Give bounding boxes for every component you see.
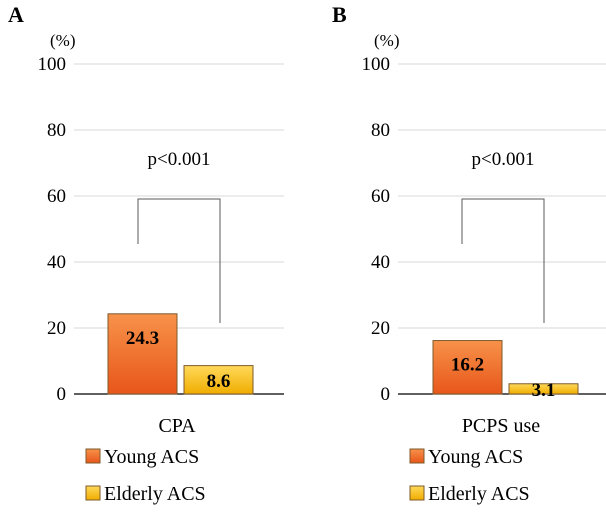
- panel-letter: A: [8, 2, 24, 27]
- bar-value-label: 8.6: [207, 371, 231, 392]
- y-tick-label: 60: [47, 186, 66, 207]
- bar-value-label: 16.2: [451, 355, 484, 376]
- panel-letter: B: [332, 2, 347, 27]
- y-tick-label: 100: [362, 54, 391, 75]
- significance-bracket: [137, 198, 221, 323]
- x-category-label: CPA: [158, 415, 196, 437]
- significance-bracket: [461, 198, 545, 323]
- legend-label-elderly: Elderly ACS: [428, 483, 530, 505]
- legend-swatch-young: [409, 448, 425, 464]
- bar-elderly: [183, 365, 254, 395]
- legend-label-young: Young ACS: [428, 446, 523, 468]
- p-value-annotation: p<0.001: [148, 149, 211, 170]
- y-unit-label: (%): [50, 31, 75, 50]
- legend-swatch-elderly: [409, 485, 425, 501]
- chart-panel-a: A (%) 0 20 40 60 80 100 24.3 8.6 p<0.001 CPA Young A…: [8, 2, 284, 505]
- legend-label-elderly: Elderly ACS: [104, 483, 206, 505]
- bar-young: [107, 313, 178, 395]
- y-unit-label: (%): [374, 31, 399, 50]
- legend-label-young: Young ACS: [104, 446, 199, 468]
- y-tick-label: 40: [371, 252, 390, 273]
- y-tick-label: 0: [381, 384, 391, 405]
- y-tick-label: 20: [371, 318, 390, 339]
- bar-young: [432, 340, 503, 395]
- p-value-annotation: p<0.001: [472, 149, 535, 170]
- bar-elderly: [508, 383, 579, 395]
- bar-value-label: 24.3: [126, 328, 159, 349]
- legend-swatch-young: [85, 448, 101, 464]
- x-category-label: PCPS use: [462, 415, 540, 437]
- chart-panel-b: B (%) 0 20 40 60 80 100 16.2 3.1 p<0.001 PCPS use Yo…: [332, 2, 606, 505]
- y-tick-label: 80: [371, 120, 390, 141]
- y-tick-label: 0: [57, 384, 67, 405]
- legend-swatch-elderly: [85, 485, 101, 501]
- bar-value-label: 3.1: [532, 380, 556, 401]
- y-tick-label: 60: [371, 186, 390, 207]
- y-tick-label: 20: [47, 318, 66, 339]
- y-tick-label: 100: [38, 54, 67, 75]
- y-tick-label: 80: [47, 120, 66, 141]
- y-tick-label: 40: [47, 252, 66, 273]
